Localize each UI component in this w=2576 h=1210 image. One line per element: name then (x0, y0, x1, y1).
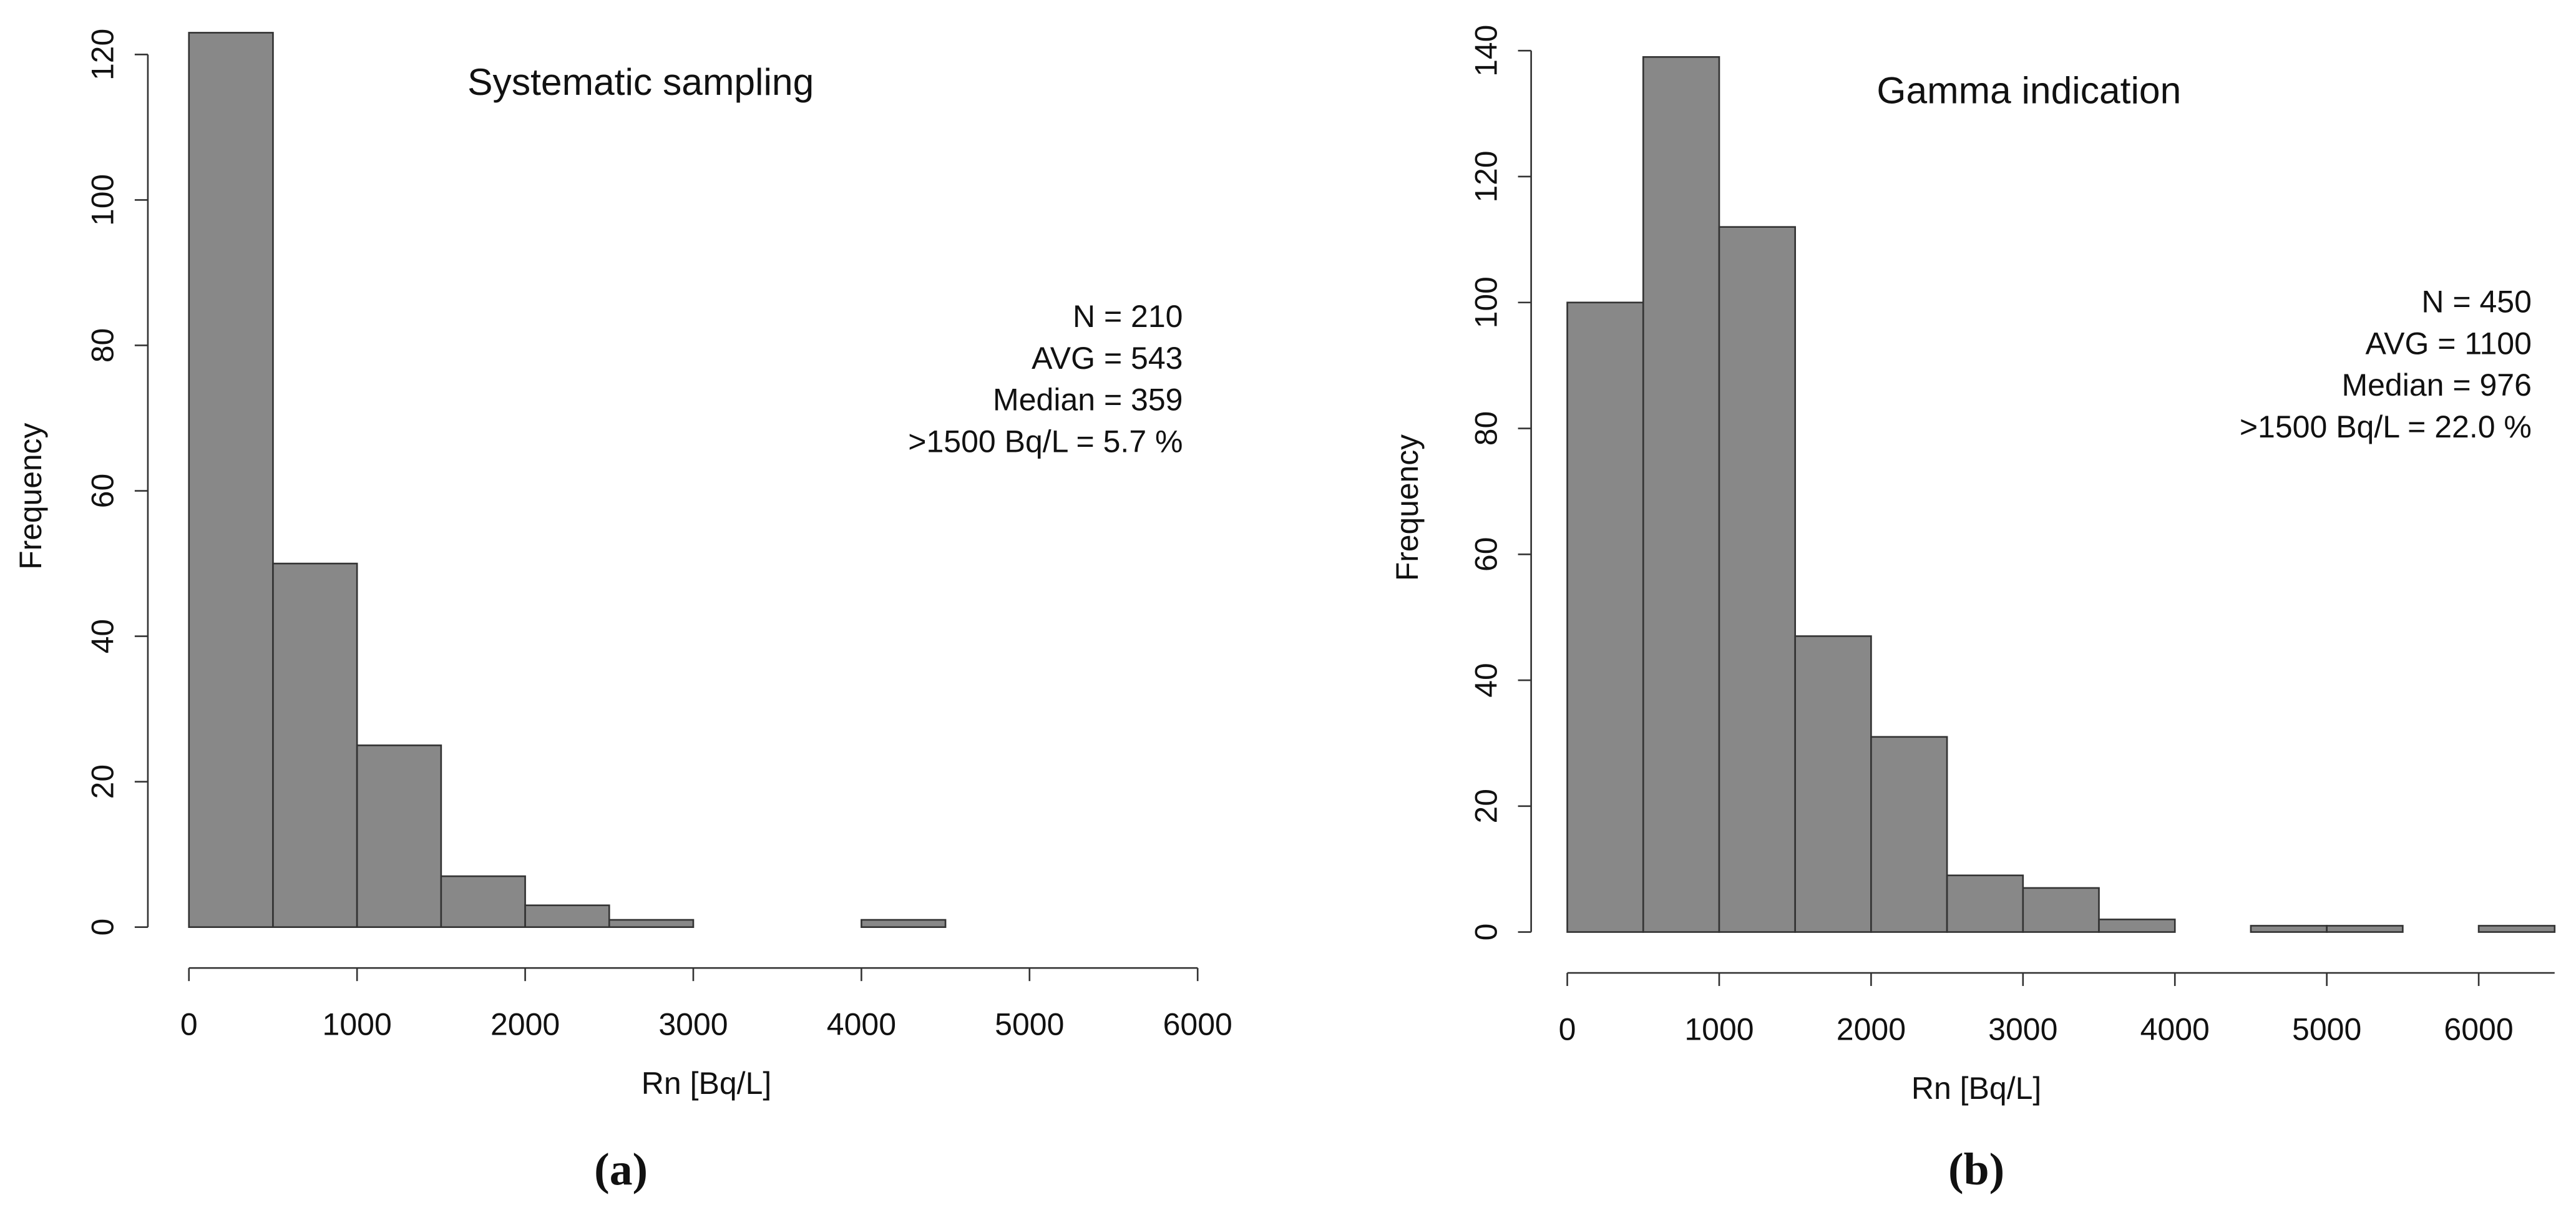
y-tick-label: 80 (85, 328, 120, 363)
y-axis-label: Frequency (13, 423, 48, 570)
y-tick-label: 100 (85, 174, 120, 226)
x-tick-label: 0 (180, 1007, 198, 1042)
annotation: AVG = 543 (1032, 341, 1183, 376)
bar (1870, 736, 1948, 933)
y-tick-label: 140 (1468, 25, 1503, 77)
bar (2250, 925, 2328, 933)
bar (861, 919, 947, 929)
x-tick-label: 2000 (1837, 1012, 1906, 1047)
x-tick-label: 4000 (827, 1007, 896, 1042)
y-axis-label: Frequency (1390, 434, 1425, 581)
x-tick-label: 3000 (658, 1007, 728, 1042)
x-tick-label: 0 (1559, 1012, 1576, 1047)
bar (1566, 301, 1644, 933)
bar (524, 904, 610, 929)
y-tick-label: 120 (85, 29, 120, 81)
y-tick-label: 0 (1468, 924, 1503, 941)
x-tick-label: 5000 (995, 1007, 1064, 1042)
bar (1794, 635, 1872, 933)
annotation: N = 210 (1073, 299, 1183, 334)
bar (608, 919, 695, 929)
x-tick-label: 3000 (1988, 1012, 2057, 1047)
annotation: AVG = 1100 (2365, 326, 2531, 361)
bar (356, 744, 442, 929)
y-tick-label: 80 (1468, 411, 1503, 446)
annotation: N = 450 (2421, 285, 2532, 320)
x-tick-label: 6000 (2444, 1012, 2513, 1047)
y-tick-label: 60 (85, 474, 120, 508)
annotation: Median = 976 (2341, 368, 2531, 403)
x-tick-label: 1000 (323, 1007, 392, 1042)
bar (1718, 226, 1796, 933)
y-tick-label: 20 (1468, 789, 1503, 823)
y-tick-label: 120 (1468, 150, 1503, 202)
chart-title: Systematic sampling (467, 61, 814, 103)
x-tick-label: 2000 (490, 1007, 560, 1042)
y-tick-label: 20 (85, 764, 120, 799)
y-tick-label: 0 (85, 919, 120, 936)
annotation: Median = 359 (993, 383, 1183, 417)
annotation: >1500 Bq/L = 5.7 % (908, 424, 1183, 459)
bar (272, 562, 358, 929)
x-tick-label: 5000 (2292, 1012, 2361, 1047)
x-axis-label: Rn [Bq/L] (1911, 1071, 2041, 1106)
panel-label: (a) (594, 1143, 648, 1194)
bar (2022, 887, 2100, 933)
x-tick-label: 6000 (1163, 1007, 1232, 1042)
y-tick-label: 60 (1468, 537, 1503, 572)
x-tick-label: 4000 (2140, 1012, 2210, 1047)
annotation: >1500 Bq/L = 22.0 % (2240, 409, 2532, 444)
bar (1642, 56, 1720, 933)
bar (2326, 925, 2404, 933)
bar (188, 32, 274, 929)
y-tick-label: 100 (1468, 276, 1503, 328)
y-tick-label: 40 (1468, 663, 1503, 697)
x-axis-label: Rn [Bq/L] (642, 1066, 771, 1101)
chart-title: Gamma indication (1876, 69, 2181, 111)
bar (440, 875, 526, 929)
y-tick-label: 40 (85, 619, 120, 653)
bar (2098, 919, 2176, 933)
bar (1946, 874, 2024, 933)
bar (2477, 925, 2556, 933)
x-tick-label: 1000 (1684, 1012, 1754, 1047)
panel-label: (b) (1948, 1143, 2004, 1194)
